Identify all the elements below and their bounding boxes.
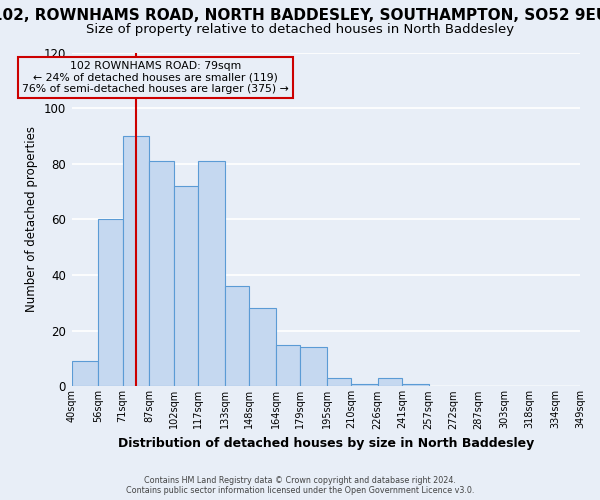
Bar xyxy=(352,384,377,386)
Bar xyxy=(224,286,250,386)
Bar xyxy=(326,378,352,386)
Bar xyxy=(173,186,199,386)
Bar xyxy=(71,362,98,386)
Bar xyxy=(149,161,173,386)
X-axis label: Distribution of detached houses by size in North Baddesley: Distribution of detached houses by size … xyxy=(118,437,534,450)
Bar xyxy=(199,161,224,386)
Bar xyxy=(98,220,122,386)
Text: 102, ROWNHAMS ROAD, NORTH BADDESLEY, SOUTHAMPTON, SO52 9EU: 102, ROWNHAMS ROAD, NORTH BADDESLEY, SOU… xyxy=(0,8,600,22)
Bar xyxy=(122,136,149,386)
Bar xyxy=(301,348,326,387)
Bar xyxy=(250,308,275,386)
Bar xyxy=(403,384,428,386)
Text: Contains HM Land Registry data © Crown copyright and database right 2024.
Contai: Contains HM Land Registry data © Crown c… xyxy=(126,476,474,495)
Text: 102 ROWNHAMS ROAD: 79sqm
← 24% of detached houses are smaller (119)
76% of semi-: 102 ROWNHAMS ROAD: 79sqm ← 24% of detach… xyxy=(22,61,289,94)
Y-axis label: Number of detached properties: Number of detached properties xyxy=(25,126,38,312)
Bar xyxy=(377,378,403,386)
Text: Size of property relative to detached houses in North Baddesley: Size of property relative to detached ho… xyxy=(86,22,514,36)
Bar xyxy=(275,344,301,387)
